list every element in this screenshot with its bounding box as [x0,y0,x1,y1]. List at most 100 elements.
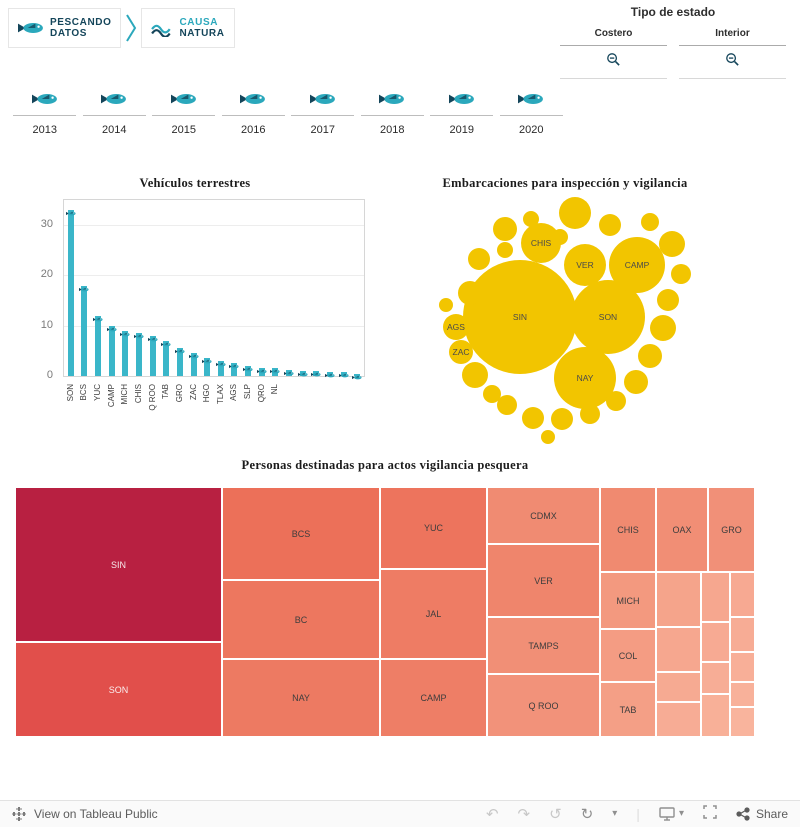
treemap-cell-JAL[interactable]: JAL [380,569,487,659]
fish-icon [93,317,103,322]
bar-mark-GRO[interactable] [176,348,183,376]
year-filter-2016[interactable]: 2016 [219,92,289,136]
treemap-cell-CHIS[interactable]: CHIS [600,487,656,572]
bubble-mark-17[interactable] [439,298,453,312]
bubble-mark-23[interactable] [624,370,648,394]
bubble-mark-28[interactable] [497,395,517,415]
fullscreen-button[interactable] [703,804,717,824]
bar-mark-Q ROO[interactable] [149,335,156,376]
treemap-cell-22[interactable] [701,572,730,622]
bubble-mark-18[interactable] [659,231,685,257]
bubble-mark-27[interactable] [522,407,544,429]
refresh-button[interactable]: ↻ [580,804,594,823]
treemap-cell-NAY[interactable]: NAY [222,659,380,737]
download-button[interactable]: ▾ [659,807,684,821]
year-filter-2020[interactable]: 2020 [497,92,567,136]
bar-mark-CAMP[interactable] [108,325,115,376]
bar-mark-HGO[interactable] [204,358,211,376]
treemap-cell-30[interactable] [730,707,755,737]
y-axis-tick: 20 [40,268,53,281]
treemap-cell-26[interactable] [730,572,755,617]
treemap-cell-COL[interactable]: COL [600,629,656,682]
bar-mark-AGS[interactable] [231,363,238,376]
bar-mark-YUC[interactable] [95,315,102,376]
year-filter-2013[interactable]: 2013 [10,92,80,136]
treemap-cell-27[interactable] [730,617,755,652]
treemap-cell-23[interactable] [701,622,730,662]
bubble-mark-ZAC[interactable]: ZAC [449,340,473,364]
year-filter-2019[interactable]: 2019 [427,92,497,136]
treemap-cell-21[interactable] [656,702,701,737]
treemap-cell-19[interactable] [656,627,701,672]
bar-mark-21[interactable] [354,373,361,376]
bubble-mark-NAY[interactable]: NAY [554,347,616,409]
bubble-mark-14[interactable] [468,248,490,270]
bubble-mark-15[interactable] [497,242,513,258]
treemap-cell-20[interactable] [656,672,701,702]
bubble-mark-29[interactable] [483,385,501,403]
costero-zoom-filter[interactable] [560,46,667,79]
treemap-label: VER [534,575,553,586]
caret-down-icon[interactable]: ▾ [612,808,618,819]
year-filter-2018[interactable]: 2018 [358,92,428,136]
bubble-mark-9[interactable] [599,214,621,236]
bubble-mark-31[interactable] [541,430,555,444]
year-filter-2017[interactable]: 2017 [288,92,358,136]
treemap-cell-Q ROO[interactable]: Q ROO [487,674,600,737]
treemap-cell-OAX[interactable]: OAX [656,487,708,572]
fish-marker [202,351,212,364]
treemap-cell-MICH[interactable]: MICH [600,572,656,629]
bubble-mark-16[interactable] [458,281,482,305]
share-button[interactable]: Share [736,807,788,821]
year-filter-2015[interactable]: 2015 [149,92,219,136]
treemap-cell-25[interactable] [701,694,730,737]
treemap-cell-28[interactable] [730,652,755,682]
redo-button[interactable]: ↷ [517,804,531,823]
bar-mark-ZAC[interactable] [190,353,197,376]
bubble-mark-22[interactable] [638,344,662,368]
bubble-mark-30[interactable] [462,362,488,388]
bubble-mark-12[interactable] [552,229,568,245]
bar-mark-TAB[interactable] [163,340,170,376]
undo-button[interactable]: ↶ [485,804,499,823]
treemap-cell-24[interactable] [701,662,730,694]
replay-button[interactable]: ↺ [549,804,562,823]
bubble-mark-24[interactable] [606,391,626,411]
bubble-mark-10[interactable] [493,217,517,241]
treemap-cell-CAMP[interactable]: CAMP [380,659,487,737]
bubble-mark-8[interactable] [559,197,591,229]
bubble-mark-25[interactable] [580,404,600,424]
treemap-cell-CDMX[interactable]: CDMX [487,487,600,544]
treemap-cell-BCS[interactable]: BCS [222,487,380,580]
treemap-cell-TAB[interactable]: TAB [600,682,656,737]
treemap-cell-VER[interactable]: VER [487,544,600,617]
year-filter-2014[interactable]: 2014 [80,92,150,136]
bubble-mark-20[interactable] [657,289,679,311]
bar-mark-TLAX[interactable] [217,360,224,376]
treemap-cell-TAMPS[interactable]: TAMPS [487,617,600,674]
bubble-mark-VER[interactable]: VER [564,244,606,286]
bubble-mark-CAMP[interactable]: CAMP [609,237,665,293]
treemap-cell-SIN[interactable]: SIN [15,487,222,642]
bar-mark-CHIS[interactable] [136,333,142,376]
bubble-mark-11[interactable] [523,211,539,227]
bubble-mark-19[interactable] [671,264,691,284]
view-on-tableau-link[interactable]: View on Tableau Public [12,807,158,821]
fish-icon [324,373,335,378]
interior-zoom-filter[interactable] [679,46,786,79]
bubble-mark-AGS[interactable]: AGS [443,314,469,340]
bubble-mark-21[interactable] [650,315,676,341]
bubble-mark-13[interactable] [641,213,659,231]
treemap-cell-18[interactable] [656,572,701,627]
treemap-cell-GRO[interactable]: GRO [708,487,755,572]
bubble-mark-26[interactable] [551,408,573,430]
bubble-mark-SIN[interactable]: SIN [463,260,577,374]
treemap-cell-SON[interactable]: SON [15,642,222,737]
treemap-cell-YUC[interactable]: YUC [380,487,487,569]
treemap-cell-BC[interactable]: BC [222,580,380,659]
fish-marker [147,329,158,342]
treemap-cell-29[interactable] [730,682,755,707]
bar-mark-BCS[interactable] [81,285,88,376]
bar-mark-SON[interactable] [67,210,74,376]
bar-mark-MICH[interactable] [122,330,129,376]
